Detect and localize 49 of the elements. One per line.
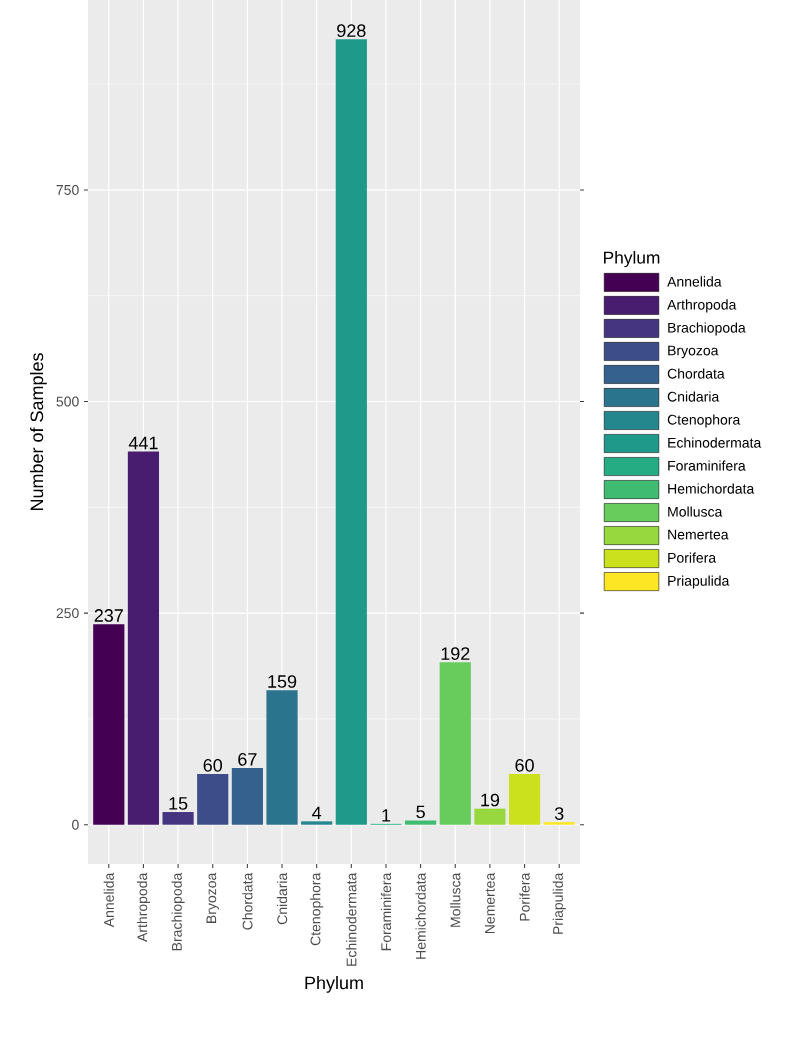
x-tick-label: Arthropoda <box>136 872 150 942</box>
data-label: 60 <box>203 758 223 772</box>
legend-label: Mollusca <box>668 506 723 517</box>
legend-label: Brachiopoda <box>668 322 746 336</box>
legend-label: Echinodermata <box>668 437 762 448</box>
x-tick-label: Echinodermata <box>346 872 357 966</box>
legend-label: Cnidaria <box>667 391 720 402</box>
data-label: 192 <box>441 647 470 660</box>
x-tick-label: Nemertea <box>485 872 495 934</box>
x-axis-title: Phylum <box>305 976 363 993</box>
legend-label: Ctenophora <box>667 414 741 428</box>
legend-label: Arthropoda <box>667 299 737 313</box>
x-tick-label: Foraminifera <box>380 872 392 951</box>
y-tick-label: 250 <box>56 608 79 619</box>
data-label: 5 <box>416 805 425 819</box>
legend-label: Nemertea <box>668 529 729 540</box>
x-tick-label: Mollusca <box>450 872 461 927</box>
data-label: 67 <box>238 753 257 766</box>
x-tick-label: Brachiopoda <box>171 872 185 951</box>
legend-label: Bryozoa <box>668 345 719 359</box>
legend-label: Hemichordata <box>668 483 755 494</box>
x-tick-label: Bryozoa <box>206 872 219 923</box>
legend-label: Chordata <box>667 368 725 379</box>
legend-label: Annelida <box>667 276 722 287</box>
x-tick-label: Annelida <box>103 872 114 928</box>
data-label: 441 <box>128 436 158 450</box>
legend-label: Priapulida <box>668 575 730 589</box>
y-axis-title: Number of Samples <box>29 353 47 511</box>
data-label: 1 <box>382 809 391 822</box>
x-tick-label: Porifera <box>519 872 530 921</box>
x-tick-label: Ctenophora <box>310 872 324 946</box>
legend-label: Foraminifera <box>668 460 746 471</box>
y-tick-label: 500 <box>56 396 79 407</box>
y-tick-label: 750 <box>56 184 79 195</box>
y-tick-label: 0 <box>72 819 79 830</box>
data-label: 19 <box>481 793 500 807</box>
x-tick-label: Cnidaria <box>276 872 288 925</box>
data-label: 3 <box>554 807 564 820</box>
x-tick-label: Hemichordata <box>415 872 426 959</box>
data-label: 237 <box>94 609 123 622</box>
legend-label: Porifera <box>668 552 717 563</box>
data-label: 60 <box>515 758 534 772</box>
legend-title: Phylum <box>604 251 660 268</box>
x-tick-label: Priapulida <box>552 872 566 934</box>
data-label: 15 <box>169 797 188 810</box>
data-label: 4 <box>312 806 322 820</box>
data-label: 928 <box>337 24 366 37</box>
data-label: 159 <box>268 675 297 688</box>
x-tick-label: Chordata <box>242 872 253 930</box>
